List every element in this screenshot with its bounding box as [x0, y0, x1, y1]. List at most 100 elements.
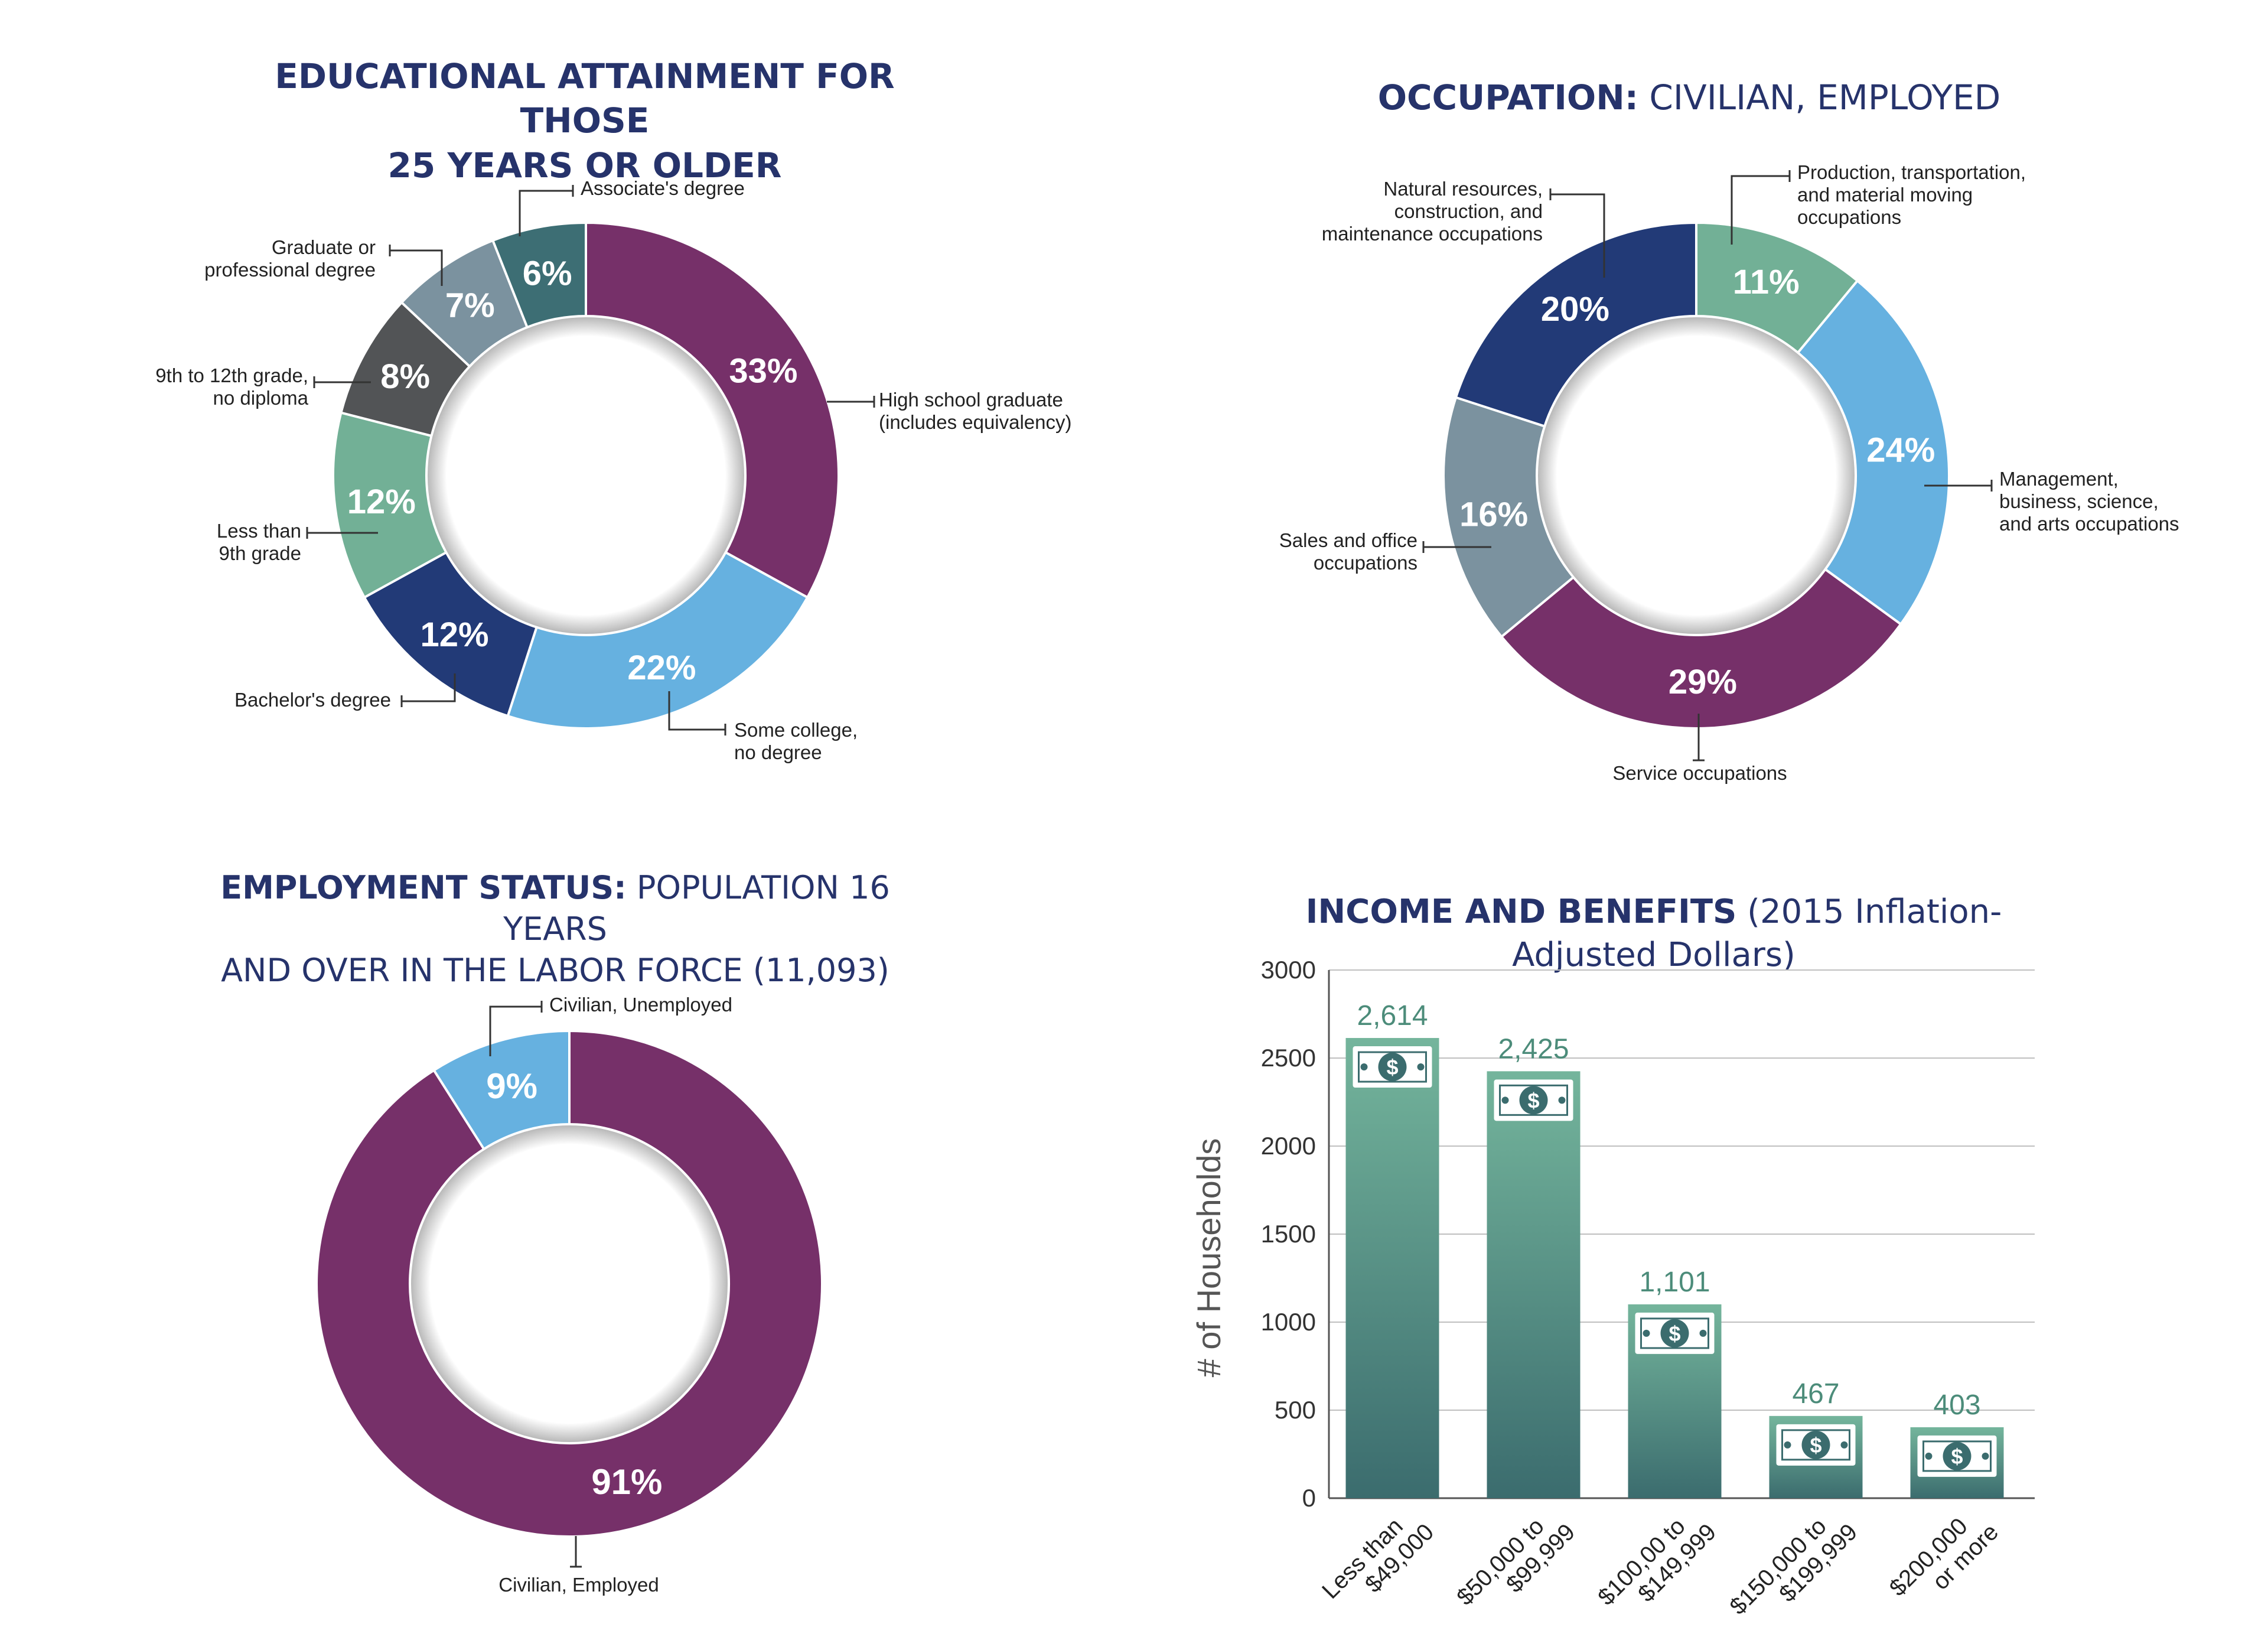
slice-percent-bachelor-s-degree: 12%	[420, 616, 488, 654]
slice-label-management-business-science-and-arts-occupations: Management, business, science, and arts oc…	[1999, 468, 2179, 535]
employment-title-light: POPULATION 16 YEARS	[503, 869, 890, 948]
slice-label-graduate-or-professional-degree: Graduate or professional degree	[204, 236, 376, 281]
donut-hole	[411, 1125, 728, 1442]
slice-production-transportation-and-material-moving-occupations: 11%	[1695, 221, 1859, 354]
dollar-bill-icon: $	[1776, 1424, 1856, 1466]
income-title-light: (2015 Inflation-Adjusted Dollars)	[1512, 893, 2002, 974]
dollar-bill-coin	[1801, 1430, 1830, 1459]
callout-line-graduate-or-professional-degree	[390, 249, 443, 286]
bar	[1345, 1038, 1439, 1498]
occupation-title-bold: OCCUPATION:	[1377, 77, 1638, 118]
dollar-bill-border	[1781, 1429, 1850, 1461]
employment-chart-title: EMPLOYMENT STATUS: POPULATION 16 YEARS A…	[177, 867, 933, 992]
bar-value-label: 403	[1933, 1389, 1980, 1421]
y-tick-label: 2500	[1261, 1044, 1316, 1072]
bar-value-label: 2,614	[1357, 1000, 1428, 1031]
slice-label-civilian-unemployed: Civilian, Unemployed	[549, 994, 732, 1016]
occupation-chart-title: OCCUPATION: CIVILIAN, EMPLOYED	[1323, 76, 2055, 120]
slice-label-some-college-no-degree: Some college, no degree	[734, 719, 858, 763]
dollar-bill-icon: $	[1494, 1079, 1573, 1121]
y-tick-label: 500	[1275, 1396, 1316, 1424]
slice-percent-natural-resources-construction-and-maintenance-occupations: 20%	[1541, 290, 1609, 328]
dollar-bill-dot	[1501, 1096, 1509, 1104]
slice-label-bachelor-s-degree: Bachelor's degree	[234, 689, 391, 711]
y-tick-label: 1000	[1261, 1308, 1316, 1336]
slice-percent-9th-to-12th-grade-no-diploma: 8%	[380, 357, 430, 396]
callout-line-natural-resources-construction-and-maintenance-occupations	[1550, 193, 1605, 278]
x-category-label: Less than$49,000	[1317, 1501, 1439, 1622]
dollar-sign: $	[1810, 1433, 1821, 1457]
donut-hole	[428, 317, 744, 634]
employment-title-bold: EMPLOYMENT STATUS:	[220, 869, 627, 906]
x-category-label: $100,00 to$149,999	[1593, 1501, 1721, 1629]
slice-label-less-than-9th-grade: Less than 9th grade	[217, 520, 301, 564]
callout-line-civilian-unemployed	[489, 1005, 542, 1056]
slice-civilian-unemployed: 9%	[432, 1029, 571, 1151]
dollar-bill-dot	[1360, 1063, 1368, 1071]
slice-label-associate-s-degree: Associate's degree	[581, 177, 745, 199]
slice-natural-resources-construction-and-maintenance-occupations: 20%	[1454, 221, 1697, 428]
slice-arc-civilian-unemployed	[432, 1029, 571, 1151]
callout-line-bachelor-s-degree	[402, 673, 456, 702]
donut-hole	[1538, 317, 1855, 634]
slice-percent-service-occupations: 29%	[1669, 663, 1737, 701]
slice-arc-management-business-science-and-arts-occupations	[1796, 279, 1950, 626]
dollar-bill-dot	[1699, 1329, 1707, 1337]
slice-percent-management-business-science-and-arts-occupations: 24%	[1866, 431, 1935, 470]
dollar-sign: $	[1669, 1322, 1680, 1346]
slice-service-occupations: 29%	[1500, 567, 1903, 730]
income-chart-title: INCOME AND BENEFITS (2015 Inflation-Adju…	[1240, 891, 2067, 977]
education-title-line-1: EDUCATIONAL ATTAINMENT FOR THOSE	[275, 56, 895, 141]
slice-sales-and-office-occupations: 16%	[1442, 396, 1575, 639]
y-axis-label: # of Households	[1190, 1138, 1227, 1378]
slice-civilian-employed: 91%	[315, 1029, 824, 1538]
slice-some-college-no-degree: 22%	[506, 551, 809, 730]
dollar-bill-border	[1640, 1317, 1709, 1349]
slice-percent-less-than-9th-grade: 12%	[347, 483, 416, 521]
dollar-sign: $	[1386, 1055, 1398, 1079]
dollar-sign: $	[1951, 1444, 1963, 1469]
employment-title-line-2: AND OVER IN THE LABOR FORCE (11,093)	[221, 952, 889, 990]
slice-label-civilian-employed: Civilian, Employed	[498, 1574, 659, 1596]
slice-label-9th-to-12th-grade-no-diploma: 9th to 12th grade, no diploma	[155, 365, 308, 409]
slice-arc-natural-resources-construction-and-maintenance-occupations	[1454, 221, 1697, 428]
education-chart-title: EDUCATIONAL ATTAINMENT FOR THOSE 25 YEAR…	[213, 54, 957, 188]
slice-arc-service-occupations	[1500, 567, 1903, 730]
slice-less-than-9th-grade: 12%	[332, 411, 448, 599]
dollar-bill-icon: $	[1917, 1435, 1997, 1477]
dollar-bill-border	[1358, 1051, 1427, 1083]
slice-label-natural-resources-construction-and-maintenance-occupations: Natural resources, construction, and maint…	[1322, 178, 1543, 245]
slice-arc-sales-and-office-occupations	[1442, 396, 1575, 639]
slice-arc-some-college-no-degree	[506, 551, 809, 730]
dollar-bill-coin	[1943, 1441, 1972, 1470]
slice-label-production-transportation-and-material-moving-occupations: Production, transportation, and material …	[1797, 161, 2026, 228]
dollar-bill-coin	[1519, 1086, 1548, 1115]
slice-label-sales-and-office-occupations: Sales and office occupations	[1279, 529, 1418, 574]
slice-percent-civilian-employed: 91%	[591, 1462, 662, 1502]
income-title-bold: INCOME AND BENEFITS	[1305, 893, 1737, 931]
bar-value-label: 467	[1792, 1378, 1839, 1410]
slice-management-business-science-and-arts-occupations: 24%	[1796, 279, 1950, 626]
dollar-sign: $	[1527, 1088, 1539, 1112]
slice-label-service-occupations: Service occupations	[1612, 762, 1787, 784]
dollar-bill-dot	[1925, 1452, 1933, 1460]
dollar-bill-dot	[1982, 1452, 1989, 1460]
x-category-label: $150,000 to$199,999	[1725, 1501, 1862, 1638]
slice-arc-high-school-graduate-includes-equivalency	[585, 221, 840, 599]
bar-value-label: 2,425	[1498, 1033, 1569, 1065]
x-category-label: $50,000 to$99,999	[1452, 1501, 1580, 1629]
y-tick-label: 3000	[1261, 956, 1316, 984]
bar	[1487, 1071, 1581, 1498]
slice-percent-graduate-or-professional-degree: 7%	[445, 287, 495, 325]
education-title-line-2: 25 YEARS OR OLDER	[387, 145, 782, 185]
dollar-bill-dot	[1558, 1096, 1566, 1104]
callout-line-some-college-no-degree	[668, 691, 725, 731]
dollar-bill-icon: $	[1635, 1312, 1715, 1354]
bar-value-label: 1,101	[1639, 1267, 1710, 1298]
slice-percent-production-transportation-and-material-moving-occupations: 11%	[1733, 263, 1800, 301]
callout-line-production-transportation-and-material-moving-occupations	[1731, 175, 1790, 245]
slice-percent-sales-and-office-occupations: 16%	[1459, 496, 1528, 534]
x-category-label: $200,000or more	[1885, 1501, 2003, 1619]
